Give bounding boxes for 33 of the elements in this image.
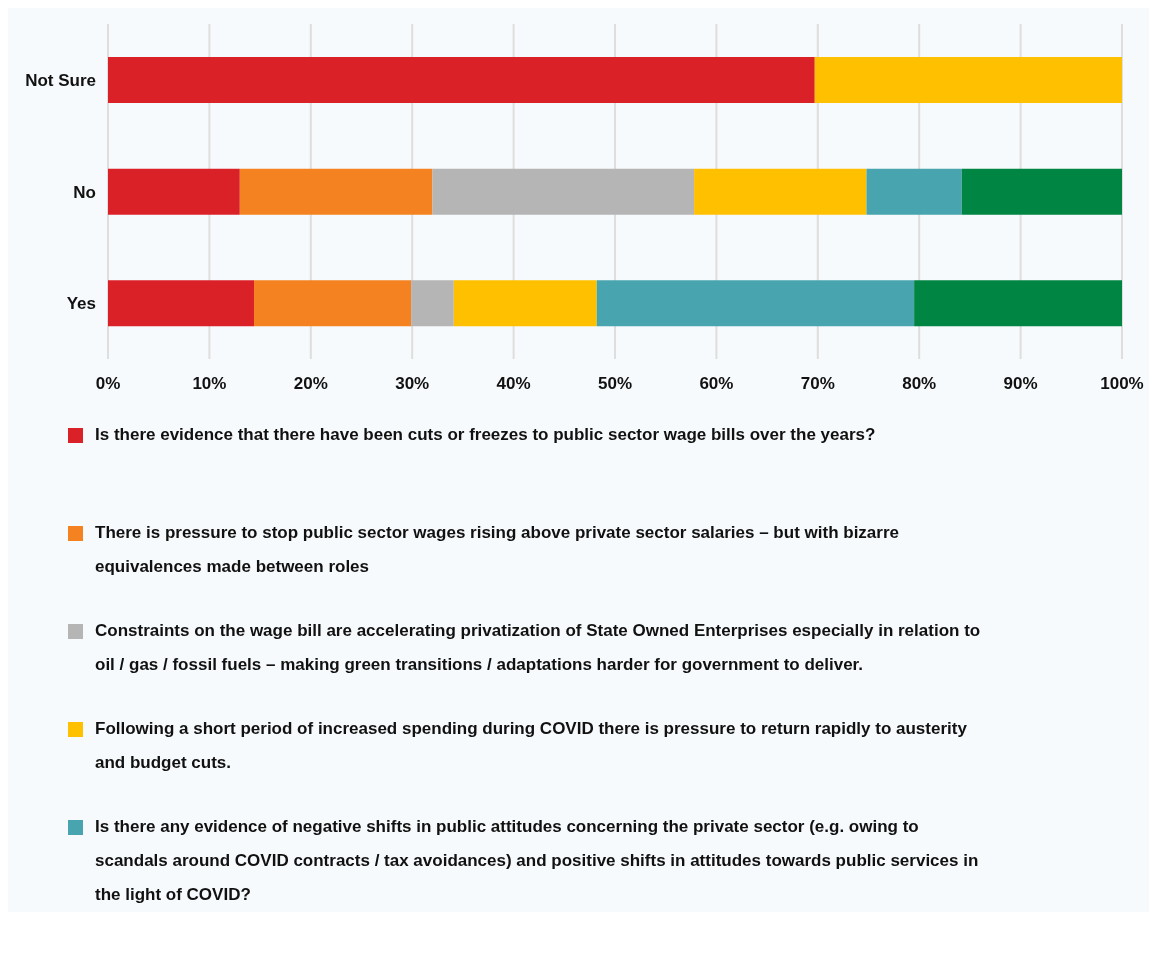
bar bbox=[254, 280, 412, 327]
bar bbox=[866, 168, 962, 215]
y-tick-label: Yes bbox=[66, 294, 96, 314]
x-tick-label: 0% bbox=[95, 374, 121, 394]
x-tick-label: 20% bbox=[293, 374, 328, 394]
bar bbox=[453, 280, 597, 327]
bar bbox=[108, 168, 240, 215]
legend-label: There is pressure to stop public sector wages rising above private sector salaries – but with bizarre equivalences made between roles bbox=[95, 522, 900, 578]
bar bbox=[411, 280, 454, 327]
legend-label: Is there evidence that there have been cuts or freezes to public sector wage bills over the years? bbox=[95, 424, 877, 446]
y-tick-label: No bbox=[73, 182, 96, 202]
bar bbox=[814, 57, 1122, 103]
bar bbox=[108, 57, 815, 103]
x-tick-label: 80% bbox=[902, 374, 937, 394]
bar bbox=[914, 280, 1122, 327]
x-tick-label: 70% bbox=[800, 374, 835, 394]
legend-label: Following a short period of increased spending during COVID there is pressure to return rapidly to austerity and budget cuts. bbox=[95, 718, 968, 774]
bar bbox=[432, 168, 695, 215]
x-tick-label: 90% bbox=[1003, 374, 1038, 394]
x-tick-label: 60% bbox=[699, 374, 734, 394]
x-tick-label: 30% bbox=[395, 374, 430, 394]
x-tick-label: 10% bbox=[192, 374, 227, 394]
legend-label: Constraints on the wage bill are accelerating privatization of State Owned Enterprises especially in relation to oil / gas / fossil fuels – making green transitions / adaptations harder for government to deliver. bbox=[95, 620, 982, 676]
bar bbox=[239, 168, 433, 215]
legend-label: Is there any evidence of negative shifts in public attitudes concerning the private sector (e.g. owing to scandals around COVID contracts / tax avoidances) and positive shifts in attitudes towards public services in the light of COVID? bbox=[95, 816, 980, 906]
bar bbox=[108, 280, 255, 327]
bar bbox=[596, 280, 915, 327]
y-tick-label: Not Sure bbox=[25, 70, 96, 90]
bar bbox=[961, 168, 1122, 215]
x-tick-label: 40% bbox=[496, 374, 531, 394]
x-tick-label: 50% bbox=[597, 374, 633, 394]
x-tick-label: 100% bbox=[1100, 374, 1144, 394]
bar bbox=[694, 168, 867, 215]
